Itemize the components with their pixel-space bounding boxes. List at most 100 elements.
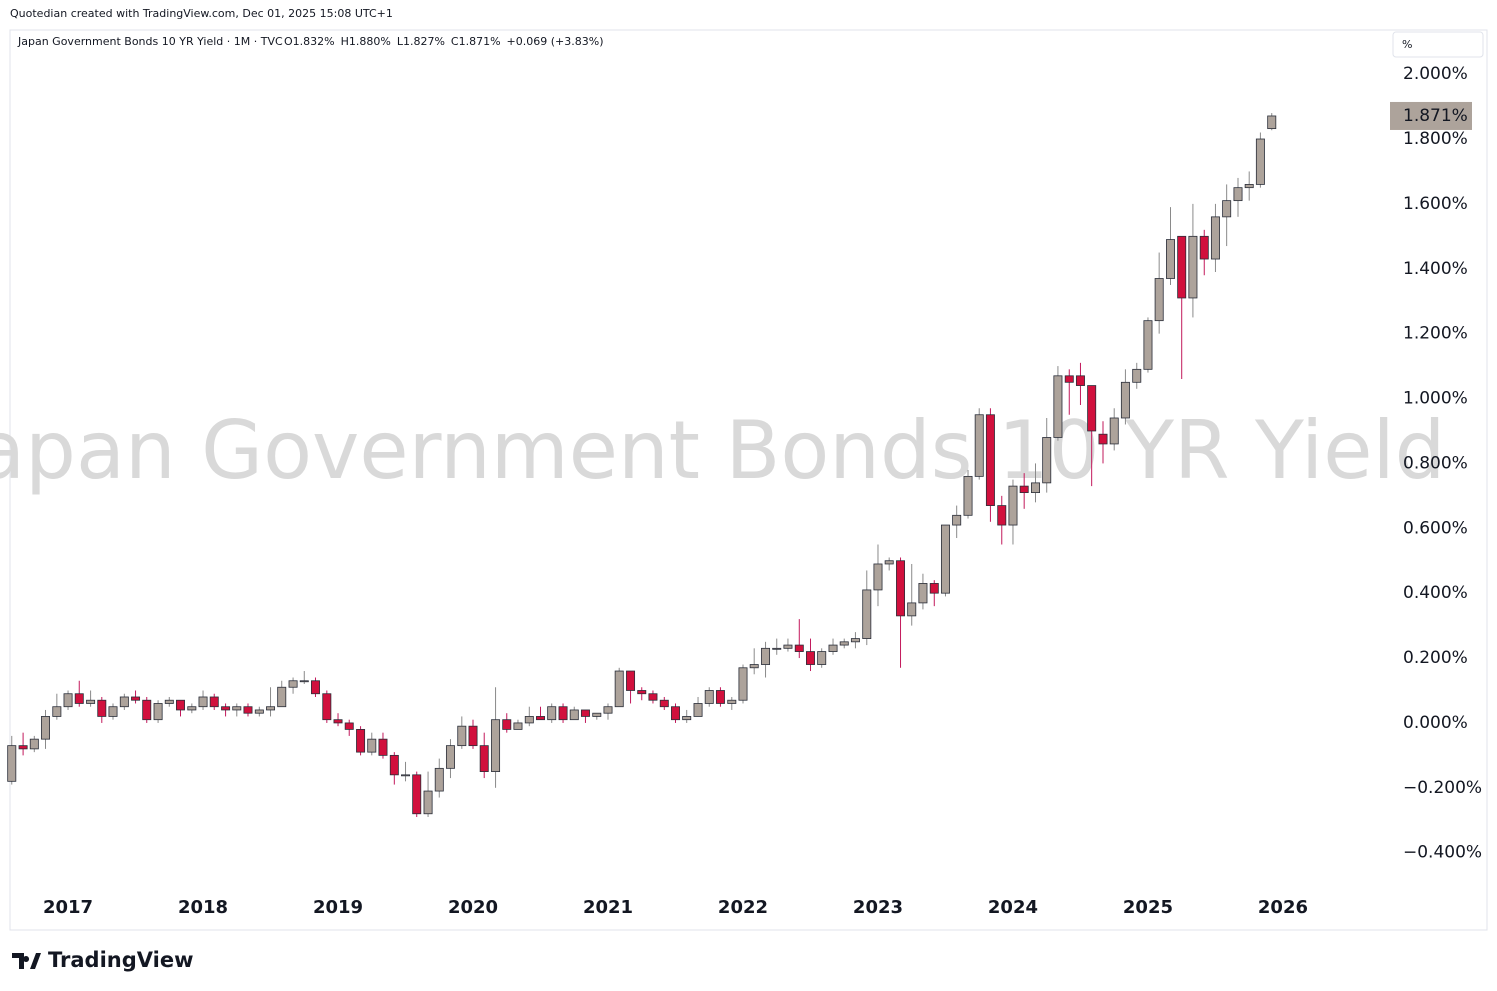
candle-body bbox=[806, 651, 815, 665]
tv-logo bbox=[12, 953, 41, 969]
candle-body bbox=[940, 524, 950, 594]
candle-body bbox=[479, 745, 489, 772]
candle-body bbox=[310, 680, 320, 695]
candle-body bbox=[862, 589, 872, 639]
candle-body bbox=[1120, 381, 1130, 419]
candle-body bbox=[187, 706, 197, 711]
candle-body bbox=[738, 667, 748, 701]
candle-body bbox=[772, 647, 782, 650]
candle-body bbox=[569, 709, 579, 721]
candle-body bbox=[131, 696, 141, 701]
y-tick-label: 0.800% bbox=[1403, 453, 1468, 473]
candle-body bbox=[491, 719, 501, 772]
y-tick-label: 1.400% bbox=[1403, 259, 1468, 279]
candle-body bbox=[727, 699, 737, 704]
legend-value: L1.827% bbox=[397, 35, 445, 48]
candle-body bbox=[918, 583, 928, 604]
candle-body bbox=[536, 716, 545, 721]
candle-body bbox=[209, 696, 219, 708]
legend-value: H1.880% bbox=[341, 35, 391, 48]
candle-body bbox=[648, 693, 658, 701]
candle-body bbox=[367, 738, 377, 753]
x-tick-label: 2019 bbox=[313, 897, 363, 918]
x-tick-label: 2018 bbox=[178, 897, 228, 918]
candle-body bbox=[108, 706, 118, 717]
candle-body bbox=[592, 712, 602, 717]
candle-body bbox=[378, 738, 388, 756]
last-price-label: 1.871% bbox=[1403, 106, 1468, 126]
candle-body bbox=[783, 644, 793, 649]
candle-body bbox=[974, 414, 984, 477]
candle-body bbox=[985, 414, 995, 506]
x-tick-label: 2017 bbox=[43, 897, 93, 918]
candle-body bbox=[1098, 433, 1108, 445]
candle-body bbox=[445, 745, 455, 769]
y-tick-label: 1.000% bbox=[1403, 389, 1468, 409]
candle-body bbox=[693, 703, 703, 717]
watermark: Japan Government Bonds 10 YR Yield bbox=[0, 404, 1445, 497]
x-tick-label: 2022 bbox=[718, 897, 768, 918]
y-tick-label: 2.000% bbox=[1403, 64, 1468, 84]
candle-body bbox=[1132, 368, 1142, 383]
unit-box[interactable] bbox=[1392, 31, 1484, 58]
candle-body bbox=[614, 670, 624, 708]
candle-body bbox=[299, 680, 309, 683]
y-tick-label: 1.800% bbox=[1403, 129, 1468, 149]
candle-body bbox=[344, 722, 354, 730]
candle-body bbox=[1075, 375, 1085, 386]
candle-body bbox=[715, 690, 725, 704]
candle-body bbox=[1177, 235, 1187, 299]
candle-body bbox=[817, 651, 827, 665]
candle-body bbox=[389, 754, 399, 776]
candle-body bbox=[1042, 437, 1052, 484]
candle-body bbox=[1188, 235, 1198, 299]
header: Quotedian created with TradingView.com, … bbox=[10, 7, 393, 20]
candle-body bbox=[626, 670, 636, 691]
legend-value: O1.832% bbox=[284, 35, 335, 48]
candle-body bbox=[1087, 385, 1097, 432]
candle-body bbox=[457, 725, 467, 747]
candle-body bbox=[1222, 200, 1232, 218]
candle-body bbox=[1019, 485, 1029, 494]
y-tick-label: 1.200% bbox=[1403, 324, 1468, 344]
candle-body bbox=[29, 738, 39, 750]
legend-value: +0.069 (+3.83%) bbox=[507, 35, 604, 48]
candle-body bbox=[558, 706, 568, 721]
candle-body bbox=[671, 706, 680, 721]
y-tick-label: 0.600% bbox=[1403, 518, 1468, 538]
candle-body bbox=[1166, 239, 1175, 279]
candle-body bbox=[704, 690, 714, 704]
candle-body bbox=[412, 774, 422, 815]
candle-body bbox=[423, 790, 433, 815]
candle-body bbox=[41, 716, 50, 740]
candle-body bbox=[1064, 375, 1074, 383]
candle-body bbox=[659, 699, 669, 708]
x-tick-label: 2020 bbox=[448, 897, 498, 918]
candle-body bbox=[513, 722, 523, 730]
x-tick-label: 2026 bbox=[1258, 897, 1308, 918]
candle-body bbox=[86, 699, 96, 704]
candle-body bbox=[1210, 216, 1220, 260]
candle-body bbox=[18, 745, 28, 750]
candle-body bbox=[794, 644, 804, 652]
candle-body bbox=[524, 716, 534, 724]
x-tick-label: 2021 bbox=[583, 897, 633, 918]
y-tick-label: 0.000% bbox=[1403, 713, 1468, 733]
candle-body bbox=[963, 475, 973, 516]
candle-body bbox=[52, 706, 62, 717]
candle-body bbox=[63, 693, 73, 708]
candle-body bbox=[97, 699, 107, 717]
candle-body bbox=[232, 706, 242, 711]
candle-body bbox=[401, 774, 411, 777]
candle-body bbox=[547, 706, 557, 721]
candle-body bbox=[929, 583, 939, 594]
candle-body bbox=[603, 706, 613, 714]
candle-body bbox=[637, 690, 647, 695]
y-tick-label: 1.600% bbox=[1403, 194, 1468, 214]
footer-brand: TradingView bbox=[48, 948, 193, 972]
candle-body bbox=[1154, 278, 1164, 322]
candle-body bbox=[502, 719, 512, 730]
candle-body bbox=[288, 680, 298, 688]
last-price-box bbox=[1390, 101, 1472, 130]
